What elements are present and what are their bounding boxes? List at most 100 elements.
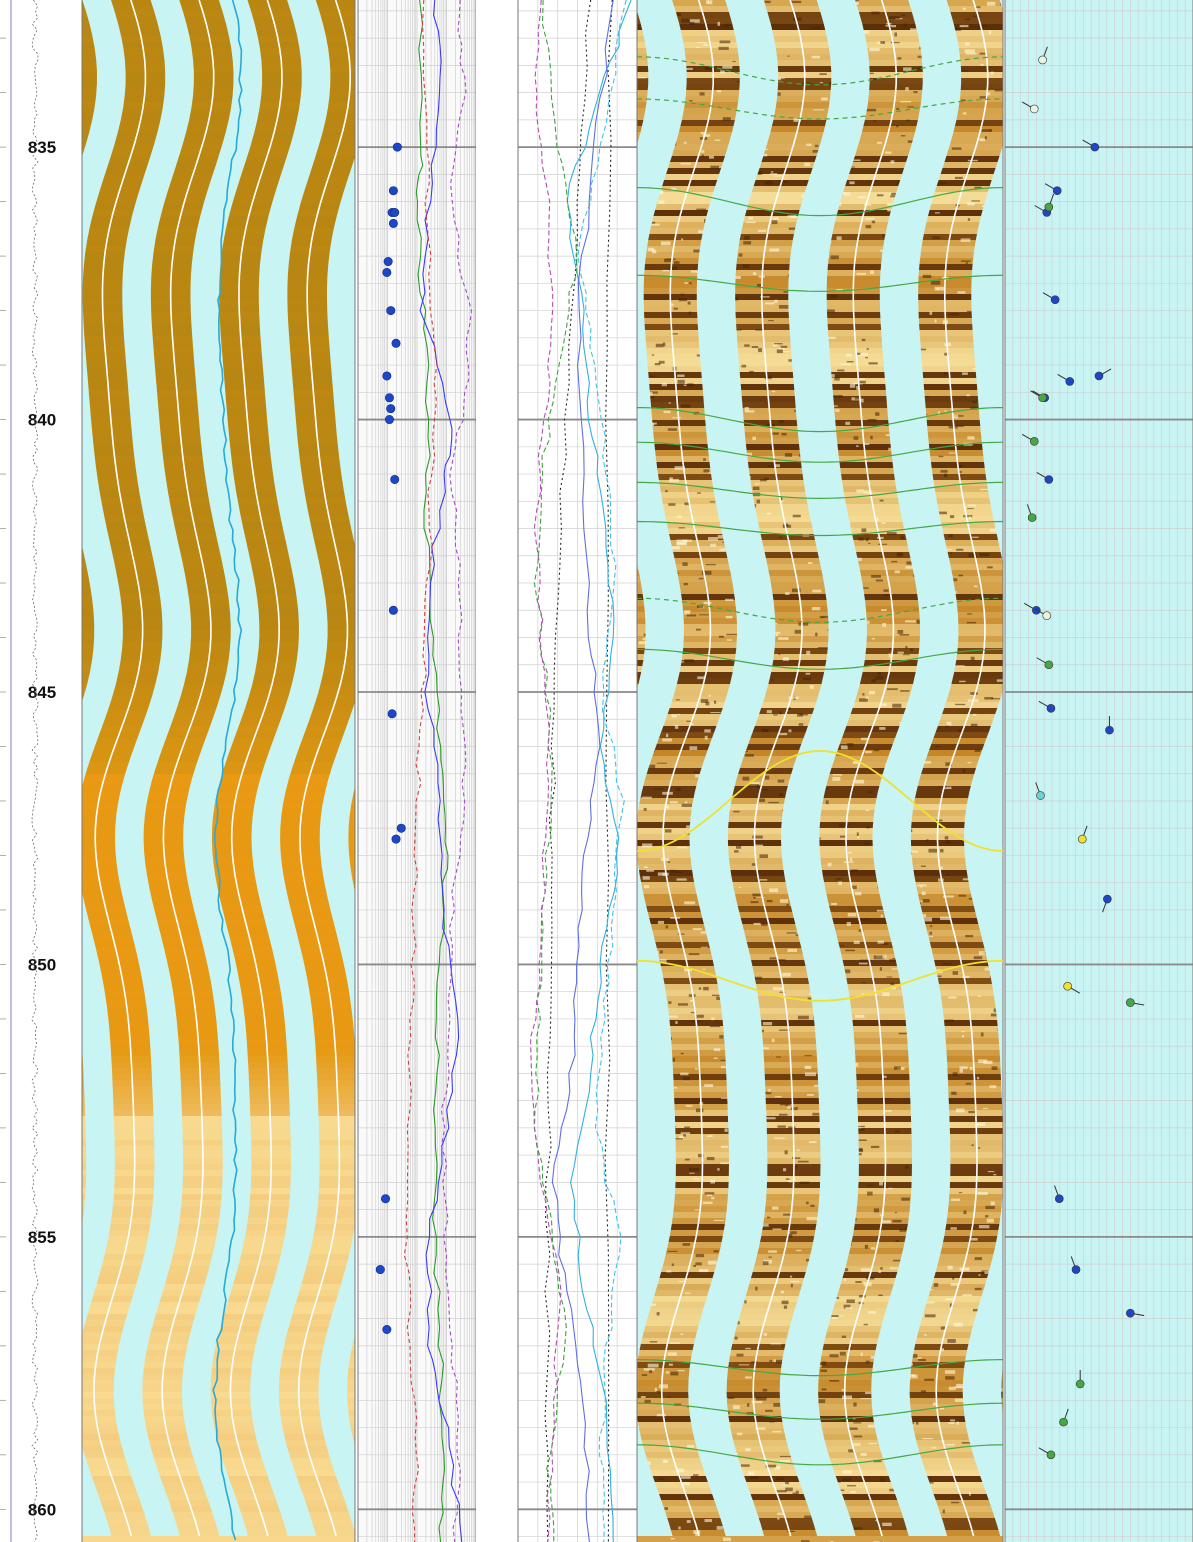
image-texture [806,1217,818,1221]
image-texture [981,205,985,207]
image-texture [967,159,978,162]
pad-centerline [229,0,283,1537]
image-texture [882,623,887,627]
tadpole-head [1046,704,1056,713]
image-texture [878,1294,883,1297]
dip-sinusoid [637,959,1003,1002]
image-texture [865,809,870,812]
image-texture [777,92,781,96]
image-texture [768,1256,773,1258]
image-band [637,1368,1003,1375]
image-texture [860,1452,867,1456]
image-texture [704,1084,714,1088]
image-texture [966,621,976,624]
image-band [82,678,355,685]
image-texture [763,148,769,151]
image-texture [637,77,647,79]
image-texture [760,296,770,298]
image-texture [847,1485,856,1487]
image-texture [859,698,868,702]
image-texture [778,653,781,655]
image-texture [785,1487,793,1492]
image-texture [901,1197,910,1201]
image-band [82,132,355,139]
image-texture [777,1512,785,1515]
image-texture [644,1399,651,1404]
image-band [637,822,1003,829]
image-texture [761,1223,769,1227]
image-texture [739,886,742,888]
image-texture [817,647,829,649]
image-texture [867,791,873,794]
image-texture [856,489,865,493]
image-texture [946,873,950,876]
image-texture [764,477,769,481]
image-texture [882,943,889,945]
image-texture [925,396,930,398]
image-texture [703,986,709,991]
image-band [637,684,1003,691]
tadpole-head [1050,295,1060,304]
image-texture [868,1424,878,1428]
image-band [82,1074,355,1081]
image-texture [967,202,975,206]
image-texture [705,564,716,566]
image-texture [829,1354,839,1358]
image-texture [877,672,881,676]
image-texture [819,82,824,84]
image-texture [749,370,754,373]
image-texture [658,200,665,204]
image-texture [680,404,691,408]
image-texture [974,186,982,189]
image-texture [954,1398,965,1403]
tadpole-head [1075,1379,1085,1389]
image-texture [962,768,966,773]
image-texture [781,1300,789,1305]
image-texture [788,696,799,699]
image-texture [944,352,949,356]
image-texture [678,1526,681,1530]
image-texture [877,940,885,944]
image-texture [924,1314,936,1318]
image-texture [945,1376,955,1380]
image-band [637,624,1003,631]
image-texture [965,42,970,46]
image-texture [970,723,978,727]
image-texture [752,486,760,491]
image-texture [752,436,756,441]
image-texture [945,762,952,766]
image-texture [724,1128,728,1132]
image-texture [682,1076,690,1081]
image-texture [888,1187,893,1190]
image-texture [779,991,786,993]
image-texture [952,1277,955,1280]
image-texture [669,1342,681,1344]
image-band [82,1434,355,1441]
curve-t3_magenta_dash [440,0,472,1542]
image-texture [863,490,873,494]
image-texture [901,14,906,17]
pad-centerline [752,0,806,1537]
borehole-gap [962,0,1003,1536]
borehole-gap [250,0,331,1536]
image-texture [864,1244,869,1249]
image-texture [806,1201,809,1205]
image-texture [784,453,792,457]
image-texture [773,714,778,716]
image-texture [673,1087,678,1089]
image-texture [960,99,966,102]
image-texture [943,895,954,898]
image-texture [641,796,652,799]
image-band [82,846,355,853]
image-texture [742,776,750,781]
image-texture [912,1374,918,1379]
image-band [82,84,355,91]
image-texture [792,514,801,518]
image-texture [884,151,892,154]
image-texture [900,100,911,103]
image-texture [934,286,945,291]
image-texture [871,638,876,640]
borehole-gap [181,0,263,1536]
image-texture [880,1478,885,1482]
image-texture [921,761,932,764]
